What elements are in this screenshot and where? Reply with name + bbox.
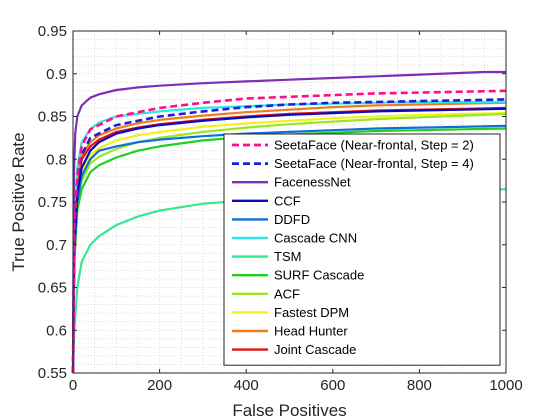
series-line [71,127,507,374]
series-line [71,89,507,374]
y-tick-label: 0.95 [38,23,67,40]
series-line [71,124,507,374]
y-tick-label: 0.65 [38,280,67,297]
series-line [71,107,507,374]
legend-entry: ACF [274,286,300,301]
legend-entry: Joint Cascade [274,342,356,357]
series-line [71,70,506,374]
y-tick-label: 0.8 [46,151,67,168]
x-tick-label: 600 [320,377,345,394]
legend-entry: SeetaFace (Near-frontal, Step = 4) [274,156,474,171]
legend-entry: Cascade CNN [274,231,357,246]
y-tick-label: 0.7 [46,237,67,254]
y-tick-label: 0.75 [38,194,67,211]
legend-entry: CCF [274,193,301,208]
legend-entry: Fastest DPM [274,305,349,320]
legend-entry: TSM [274,249,301,264]
legend-entry: DDFD [274,212,310,227]
legend-entry: Head Hunter [274,324,348,339]
y-tick-label: 0.9 [46,66,67,83]
legend-entry: SeetaFace (Near-frontal, Step = 2) [274,138,474,153]
y-axis-ticks: 0.55 0.6 0.65 0.7 0.75 0.8 0.85 0.9 0.95 [38,23,506,382]
x-tick-label: 1000 [489,377,522,394]
y-tick-label: 0.55 [38,365,67,382]
x-tick-label: 200 [147,377,172,394]
y-axis-label: True Positive Rate [9,132,28,271]
series-lines [71,70,507,374]
x-tick-label: 400 [234,377,259,394]
legend-entry: FacenessNet [274,175,351,190]
legend-box [223,133,501,366]
legend: SeetaFace (Near-frontal, Step = 2) SeetaF… [223,133,501,366]
y-tick-label: 0.6 [46,322,67,339]
x-axis-ticks: 0 200 400 600 800 1000 [69,31,523,394]
x-tick-label: 800 [407,377,432,394]
x-tick-label: 0 [69,377,77,394]
x-axis-label: False Positives [232,401,346,420]
y-tick-label: 0.85 [38,109,67,126]
legend-entry: SURF Cascade [274,268,364,283]
